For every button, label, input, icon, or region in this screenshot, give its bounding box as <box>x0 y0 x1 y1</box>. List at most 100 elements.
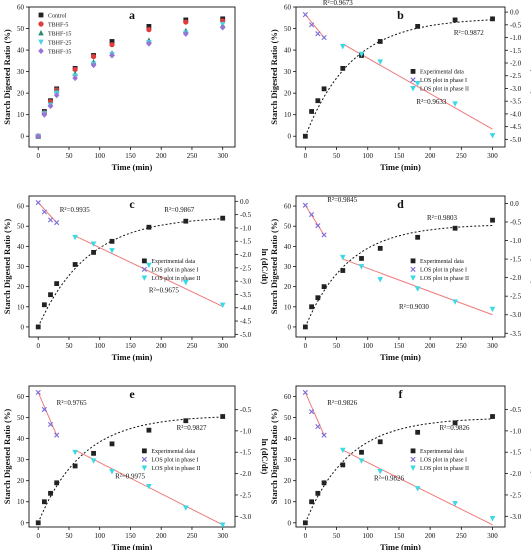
x-tick-label: 200 <box>425 152 436 160</box>
r-squared-label: R²=0.9826 <box>327 399 357 407</box>
y2-tick-label: -1.0 <box>240 224 252 232</box>
data-point <box>302 389 308 395</box>
legend-label: Control <box>48 14 67 20</box>
data-point <box>490 16 495 22</box>
r-squared-label: R²=0.9827 <box>177 424 207 432</box>
data-point <box>415 23 421 29</box>
y2-tick-label: -5.0 <box>510 136 522 144</box>
data-point <box>183 30 189 37</box>
los-line-phase-1 <box>304 205 325 236</box>
y-tick-label: 10 <box>284 303 292 311</box>
data-point <box>53 92 60 99</box>
x-tick-label: 150 <box>125 532 136 540</box>
data-point <box>90 53 97 60</box>
r-squared-label: R²=0.9673 <box>323 0 353 7</box>
x-tick-label: 250 <box>456 532 467 540</box>
y2-tick-label: 0.0 <box>510 200 519 208</box>
legend-marker <box>410 258 416 264</box>
x-tick-label: 300 <box>487 152 498 160</box>
data-point <box>219 522 226 528</box>
y-tick-label: 50 <box>17 414 25 422</box>
series-los-phase-2 <box>72 449 226 528</box>
legend-marker <box>38 39 44 45</box>
y-tick-label: 60 <box>284 203 292 211</box>
y-tick-label: 10 <box>17 111 25 119</box>
x-tick-label: 150 <box>125 152 136 160</box>
x-tick-label: 300 <box>487 342 498 350</box>
legend-marker <box>38 48 44 54</box>
y2-tick-label: -3.0 <box>240 278 252 286</box>
y-tick-label: 40 <box>17 47 25 55</box>
first-order-fit-curve <box>304 418 493 523</box>
y2-axis-title: ln (dC/dt) <box>260 439 270 475</box>
data-point <box>220 414 226 419</box>
y2-tick-label: -5.0 <box>240 331 252 339</box>
data-point <box>358 264 365 270</box>
y-tick-label: 40 <box>284 47 292 55</box>
data-point <box>377 39 383 44</box>
legend-marker <box>410 275 416 281</box>
series-los-phase-2 <box>339 447 496 522</box>
data-point <box>109 42 115 48</box>
data-point <box>315 223 321 229</box>
data-point <box>452 17 458 23</box>
panel-c: 0 50 100 150 200 250 300 0 10 20 30 40 50 60 0.0 -0.5 -1… <box>2 195 270 362</box>
y-tick-label: 30 <box>284 263 292 271</box>
legend-marker <box>38 12 44 18</box>
data-point <box>109 52 115 59</box>
series-tbhf-25 <box>35 21 226 140</box>
x-axis-title: Time (min) <box>112 162 153 172</box>
y2-tick-label: -4.5 <box>510 123 522 131</box>
panel-label: d <box>397 197 404 211</box>
legend-label: Experimental data <box>151 449 195 455</box>
y2-tick-label: -1.0 <box>510 427 522 435</box>
data-point <box>109 238 115 244</box>
data-point <box>340 268 346 273</box>
y-axis-title: Starch Digested Ratio (%) <box>2 219 12 315</box>
y-tick-label: 20 <box>17 90 25 98</box>
data-point <box>41 499 47 505</box>
data-point <box>302 520 308 526</box>
data-point <box>377 59 384 65</box>
data-point <box>415 429 421 435</box>
y-axis-title: Starch Digested Ratio (%) <box>269 219 279 315</box>
panel-label: f <box>399 387 404 401</box>
plot-frame <box>295 385 506 528</box>
data-point <box>35 133 42 140</box>
x-tick-label: 150 <box>394 152 405 160</box>
data-point <box>339 447 346 454</box>
legend-marker <box>141 275 148 281</box>
y2-tick-label: -0.5 <box>510 218 522 226</box>
x-tick-label: 50 <box>65 342 73 350</box>
y2-tick-label: -3.5 <box>510 330 522 338</box>
y-tick-label: 10 <box>284 111 292 119</box>
x-tick-label: 0 <box>36 532 40 540</box>
data-point <box>35 520 41 526</box>
x-axis-title: Time (min) <box>380 162 421 172</box>
series-experimental-data <box>302 414 495 526</box>
data-point <box>146 23 152 29</box>
x-tick-label: 300 <box>217 532 228 540</box>
x-tick-label: 100 <box>94 342 105 350</box>
first-order-fit-curve <box>37 218 223 328</box>
data-point <box>315 98 321 104</box>
los-line-phase-1 <box>37 392 58 436</box>
x-tick-label: 100 <box>94 532 105 540</box>
y-tick-label: 60 <box>284 4 292 12</box>
y2-tick-label: -3.0 <box>240 513 252 521</box>
x-tick-label: 50 <box>65 152 73 160</box>
y-tick-label: 10 <box>17 303 25 311</box>
data-point <box>146 27 152 33</box>
legend-label: LOS plot in phase II <box>420 276 469 282</box>
legend-label: LOS plot in phase II <box>420 466 469 472</box>
panel-label: b <box>397 8 404 22</box>
data-point <box>321 284 327 290</box>
first-order-fit-curve <box>304 19 493 137</box>
legend-label: LOS plot in phase I <box>151 268 198 274</box>
data-point <box>72 234 78 241</box>
y-tick-label: 30 <box>17 456 25 464</box>
r-squared-label: R²=0.9675 <box>149 287 179 295</box>
data-point <box>109 469 115 475</box>
legend-marker <box>141 258 147 264</box>
